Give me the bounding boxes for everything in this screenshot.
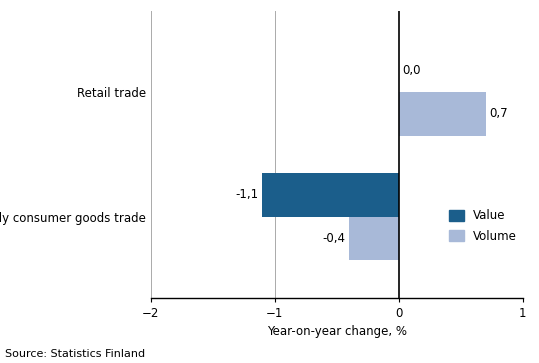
Bar (262, 173, 399, 217)
Text: -1,1: -1,1 (236, 188, 259, 201)
Text: Source: Statistics Finland: Source: Statistics Finland (5, 349, 146, 359)
Bar (349, 217, 399, 260)
Text: 0,0: 0,0 (403, 64, 421, 77)
X-axis label: Year-on-year change, %: Year-on-year change, % (267, 325, 407, 338)
Text: -0,4: -0,4 (322, 232, 345, 245)
Text: 0,7: 0,7 (489, 107, 508, 120)
Legend: Value, Volume: Value, Volume (450, 209, 517, 242)
Bar (399, 92, 486, 135)
